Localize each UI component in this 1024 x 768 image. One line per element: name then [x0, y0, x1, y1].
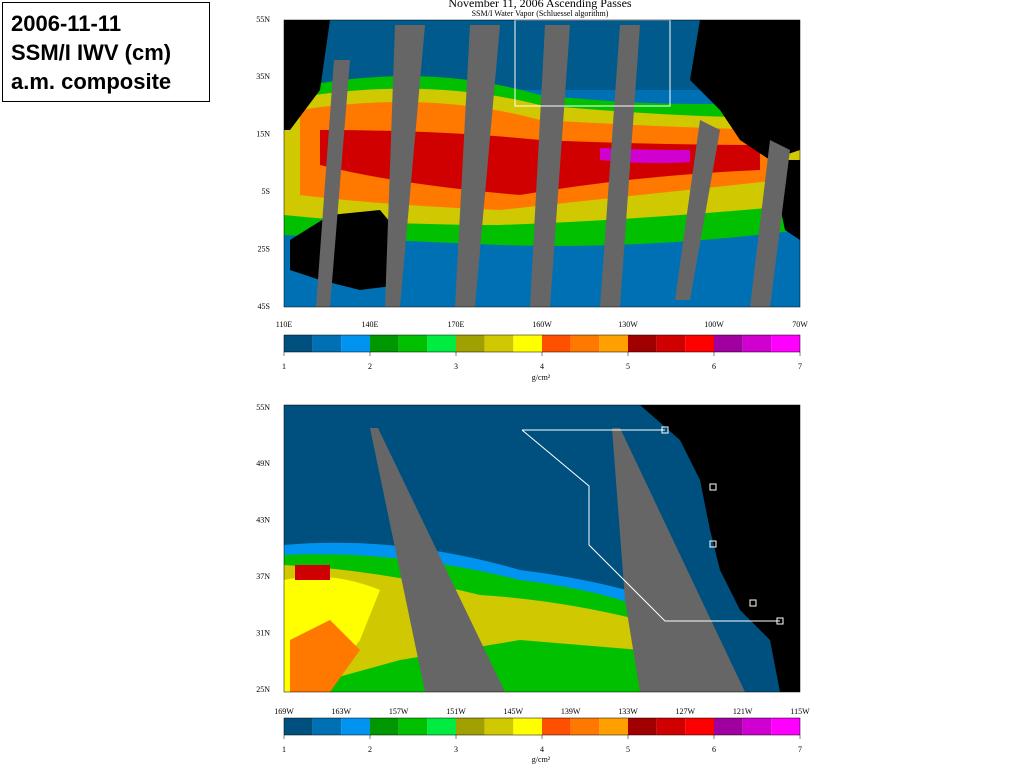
colorbar-swatch: [685, 718, 714, 735]
colorbar-swatch: [484, 718, 514, 735]
colorbar-swatch: [398, 335, 428, 352]
colorbar-unit: g/cm²: [532, 373, 551, 382]
lon-label: 140E: [362, 320, 379, 329]
colorbar-swatch: [542, 718, 571, 735]
colorbar-swatch: [513, 335, 542, 352]
lat-label: 25S: [258, 244, 270, 253]
colorbar-swatch: [771, 335, 800, 352]
lon-label: 110E: [276, 320, 293, 329]
lon-label: 127W: [676, 707, 696, 716]
lon-label: 160W: [532, 320, 552, 329]
lon-label: 115W: [790, 707, 810, 716]
lat-label: 43N: [256, 516, 270, 525]
colorbar-swatch: [456, 335, 485, 352]
colorbar-swatch: [714, 335, 743, 352]
lat-label: 35N: [256, 72, 270, 81]
colorbar-swatch: [456, 718, 485, 735]
colorbar-swatch: [284, 335, 313, 352]
colorbar-swatch: [341, 335, 370, 352]
map-title: November 11, 2006 Ascending Passes: [448, 0, 632, 10]
colorbar-swatch: [312, 335, 342, 352]
lon-label: 145W: [504, 707, 524, 716]
colorbar-swatch: [599, 335, 628, 352]
colorbar-swatch: [570, 718, 600, 735]
colorbar-tick-label: 5: [626, 362, 630, 371]
colorbar-tick-label: 6: [712, 745, 716, 754]
colorbar-tick-label: 1: [282, 362, 286, 371]
colorbar-tick-label: 3: [454, 362, 458, 371]
lon-label: 170E: [448, 320, 465, 329]
lon-label: 157W: [389, 707, 409, 716]
colorbar-tick-label: 4: [540, 362, 544, 371]
colorbar-tick-label: 2: [368, 362, 372, 371]
colorbar-swatch: [427, 335, 456, 352]
colorbar-tick-label: 1: [282, 745, 286, 754]
colorbar-swatch: [312, 718, 342, 735]
lat-label: 55N: [256, 403, 270, 412]
label-box: 2006-11-11 SSM/I IWV (cm) a.m. composite: [2, 2, 210, 102]
lat-label: 55N: [256, 15, 270, 24]
lat-label: 5S: [262, 187, 270, 196]
colorbar-swatch: [542, 335, 571, 352]
label-line: SSM/I IWV (cm): [11, 40, 172, 65]
lat-label: 37N: [256, 572, 270, 581]
colorbar-swatch: [370, 718, 399, 735]
colorbar-swatch: [742, 335, 772, 352]
colorbar-swatch: [771, 718, 800, 735]
lon-label: 100W: [704, 320, 724, 329]
lon-label: 133W: [618, 707, 638, 716]
lon-label: 151W: [446, 707, 466, 716]
colorbar-swatch: [742, 718, 772, 735]
colorbar-swatch: [599, 718, 628, 735]
lon-label: 163W: [332, 707, 352, 716]
label-line: a.m. composite: [11, 69, 172, 94]
colorbar-swatch: [284, 718, 313, 735]
colorbar-unit: g/cm²: [532, 755, 551, 764]
colorbar-swatch: [427, 718, 456, 735]
colorbar-swatch: [398, 718, 428, 735]
colorbar-swatch: [656, 335, 686, 352]
colorbar-tick-label: 3: [454, 745, 458, 754]
map-subtitle: SSM/I Water Vapor (Schluessel algorithm): [472, 9, 609, 18]
label-line: 2006-11-11: [11, 11, 122, 36]
lon-label: 70W: [792, 320, 808, 329]
colorbar-swatch: [484, 335, 514, 352]
lon-label: 169W: [274, 707, 294, 716]
lat-label: 25N: [256, 685, 270, 694]
colorbar-tick-label: 2: [368, 745, 372, 754]
lat-label: 45S: [258, 302, 270, 311]
colorbar-swatch: [370, 335, 399, 352]
colorbar-swatch: [628, 718, 657, 735]
lon-label: 139W: [561, 707, 581, 716]
colorbar-tick-label: 4: [540, 745, 544, 754]
lat-label: 49N: [256, 459, 270, 468]
colorbar-swatch: [628, 335, 657, 352]
colorbar-swatch: [341, 718, 370, 735]
colorbar-swatch: [570, 335, 600, 352]
colorbar-swatch: [685, 335, 714, 352]
colorbar-tick-label: 7: [798, 362, 802, 371]
bottom-map-image: [283, 404, 801, 693]
colorbar-tick-label: 7: [798, 745, 802, 754]
lat-label: 15N: [256, 130, 270, 139]
colorbar-swatch: [714, 718, 743, 735]
colorbar-swatch: [513, 718, 542, 735]
top-map-image: [283, 19, 801, 308]
colorbar-tick-label: 6: [712, 362, 716, 371]
colorbar-tick-label: 5: [626, 745, 630, 754]
lon-label: 130W: [618, 320, 638, 329]
lon-label: 121W: [733, 707, 753, 716]
lat-label: 31N: [256, 628, 270, 637]
colorbar-swatch: [656, 718, 686, 735]
